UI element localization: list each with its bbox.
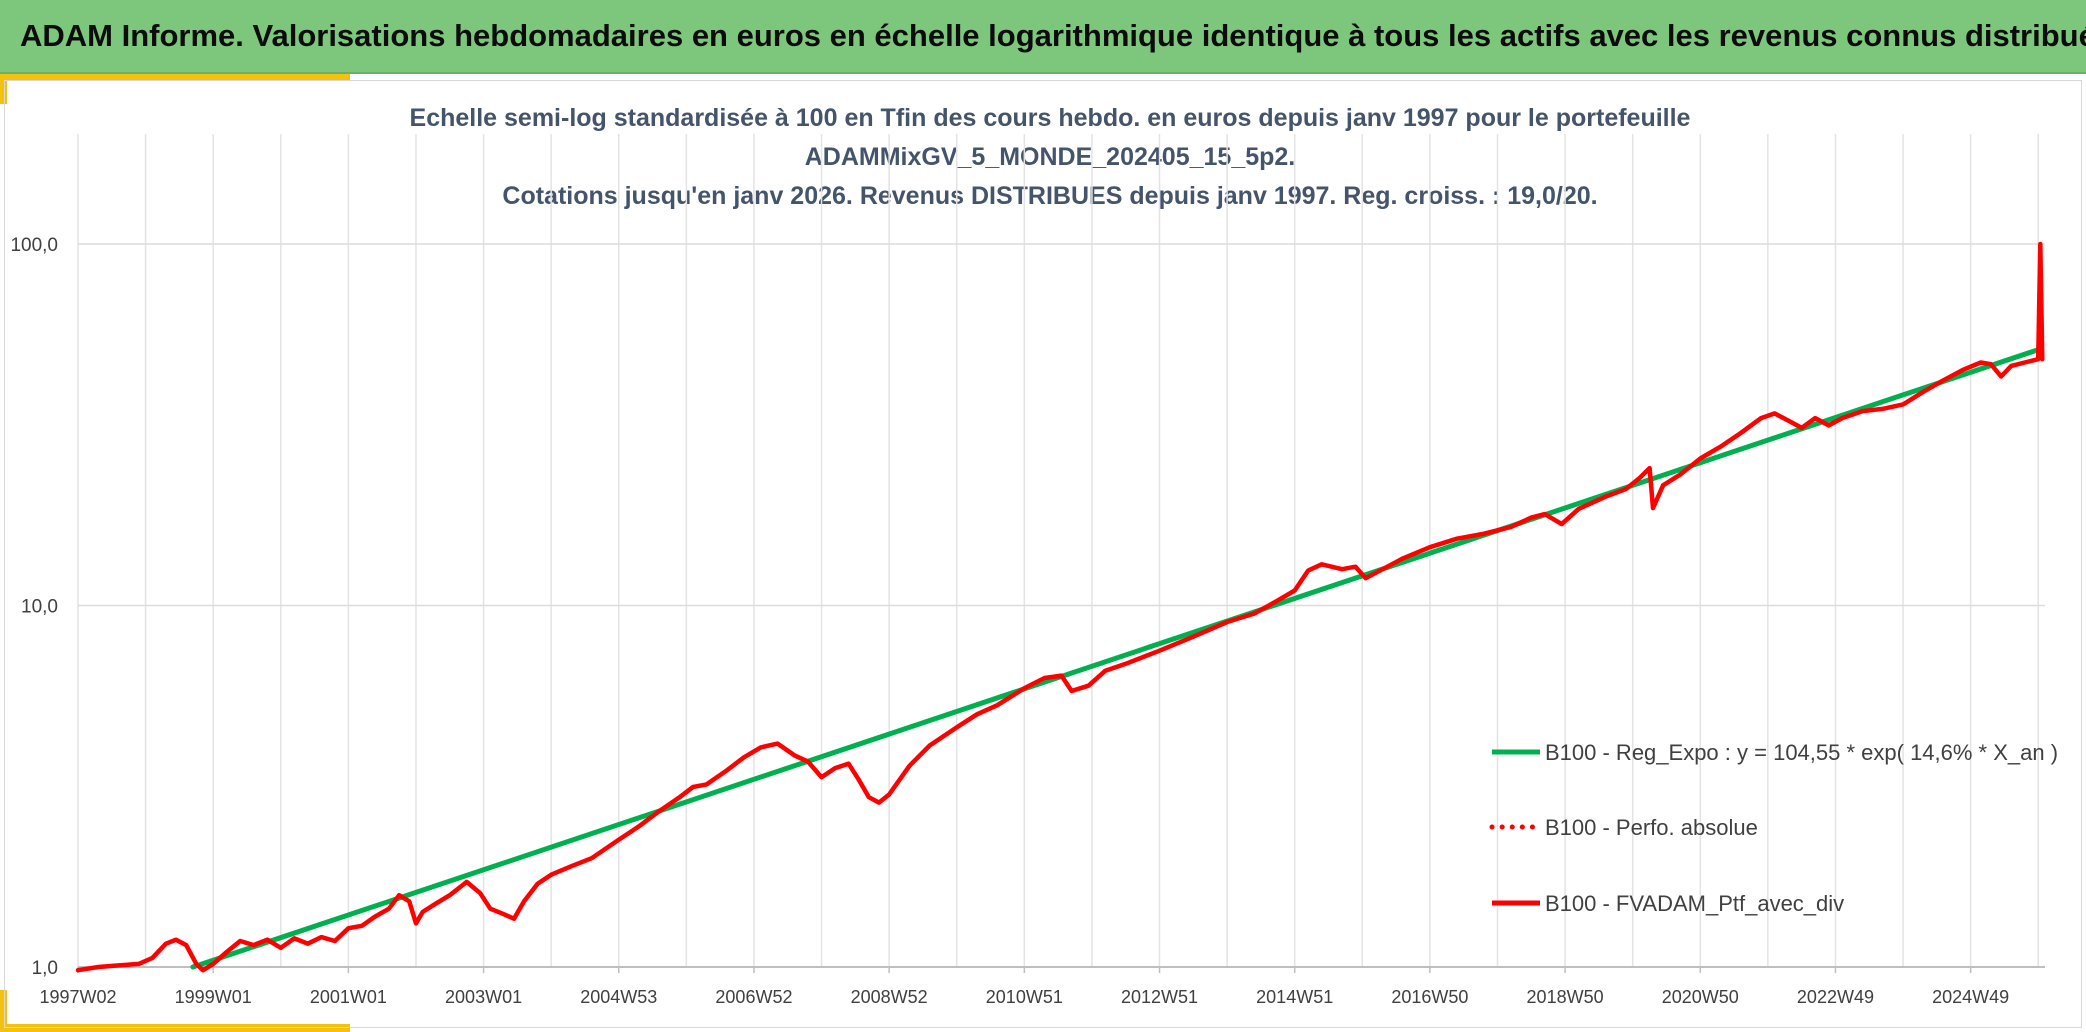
- chart-series: [75, 241, 2045, 973]
- x-tick-label: 2014W51: [1256, 987, 1333, 1007]
- portfolio-line: [75, 241, 2045, 973]
- x-tick-label: 2004W53: [580, 987, 657, 1007]
- chart-title-line: Echelle semi-log standardisée à 100 en T…: [410, 104, 1691, 132]
- chart-grid: [77, 134, 2045, 968]
- chart-title: Echelle semi-log standardisée à 100 en T…: [410, 104, 1691, 210]
- x-tick-label: 2012W51: [1121, 987, 1198, 1007]
- y-tick-label: 1,0: [32, 958, 58, 979]
- accent-bar-top: [0, 74, 350, 81]
- y-tick-label: 100,0: [10, 235, 58, 256]
- x-tick-label: 2006W52: [715, 987, 792, 1007]
- chart-title-line: ADAMMixGV_5_MONDE_202405_15_5p2.: [805, 143, 1296, 171]
- x-tick-label: 2020W50: [1662, 987, 1739, 1007]
- x-tick-label: 2010W51: [986, 987, 1063, 1007]
- x-tick-label: 1997W02: [39, 987, 116, 1007]
- x-tick-label: 2022W49: [1797, 987, 1874, 1007]
- x-tick-label: 2008W52: [851, 987, 928, 1007]
- legend-item-regression-label: B100 - Reg_Expo : y = 104,55 * exp( 14,6…: [1545, 740, 2058, 765]
- chart-legend: B100 - Reg_Expo : y = 104,55 * exp( 14,6…: [1489, 740, 2058, 916]
- accent-bar-bottom-vertical: [0, 990, 7, 1032]
- x-tick-label: 2018W50: [1527, 987, 1604, 1007]
- legend-item-portfolio-label: B100 - FVADAM_Ptf_avec_div: [1545, 891, 1844, 916]
- y-axis: 1,0 10,0 100,0: [10, 235, 58, 979]
- x-tick-label: 2003W01: [445, 987, 522, 1007]
- x-tick-label: 1999W01: [175, 987, 252, 1007]
- y-tick-label: 10,0: [21, 597, 58, 618]
- regression-line: [190, 347, 2041, 970]
- accent-bar-top-vertical: [0, 74, 7, 104]
- x-tick-label: 2016W50: [1391, 987, 1468, 1007]
- chart-frame: [4, 80, 2082, 1028]
- page-title: ADAM Informe. Valorisations hebdomadaire…: [20, 18, 2086, 53]
- accent-bar-bottom: [0, 1024, 350, 1032]
- x-tick-label: 2024W49: [1932, 987, 2009, 1007]
- x-tick-label: 2001W01: [310, 987, 387, 1007]
- legend-item-perfo-absolue-label: B100 - Perfo. absolue: [1545, 815, 1758, 840]
- header-banner: ADAM Informe. Valorisations hebdomadaire…: [0, 0, 2086, 74]
- x-axis: 1997W02 1999W01 2001W01 2003W01 2004W53 2006W…: [39, 967, 2009, 1007]
- chart-title-line: Cotations jusqu'en janv 2026. Revenus DI…: [502, 182, 1597, 210]
